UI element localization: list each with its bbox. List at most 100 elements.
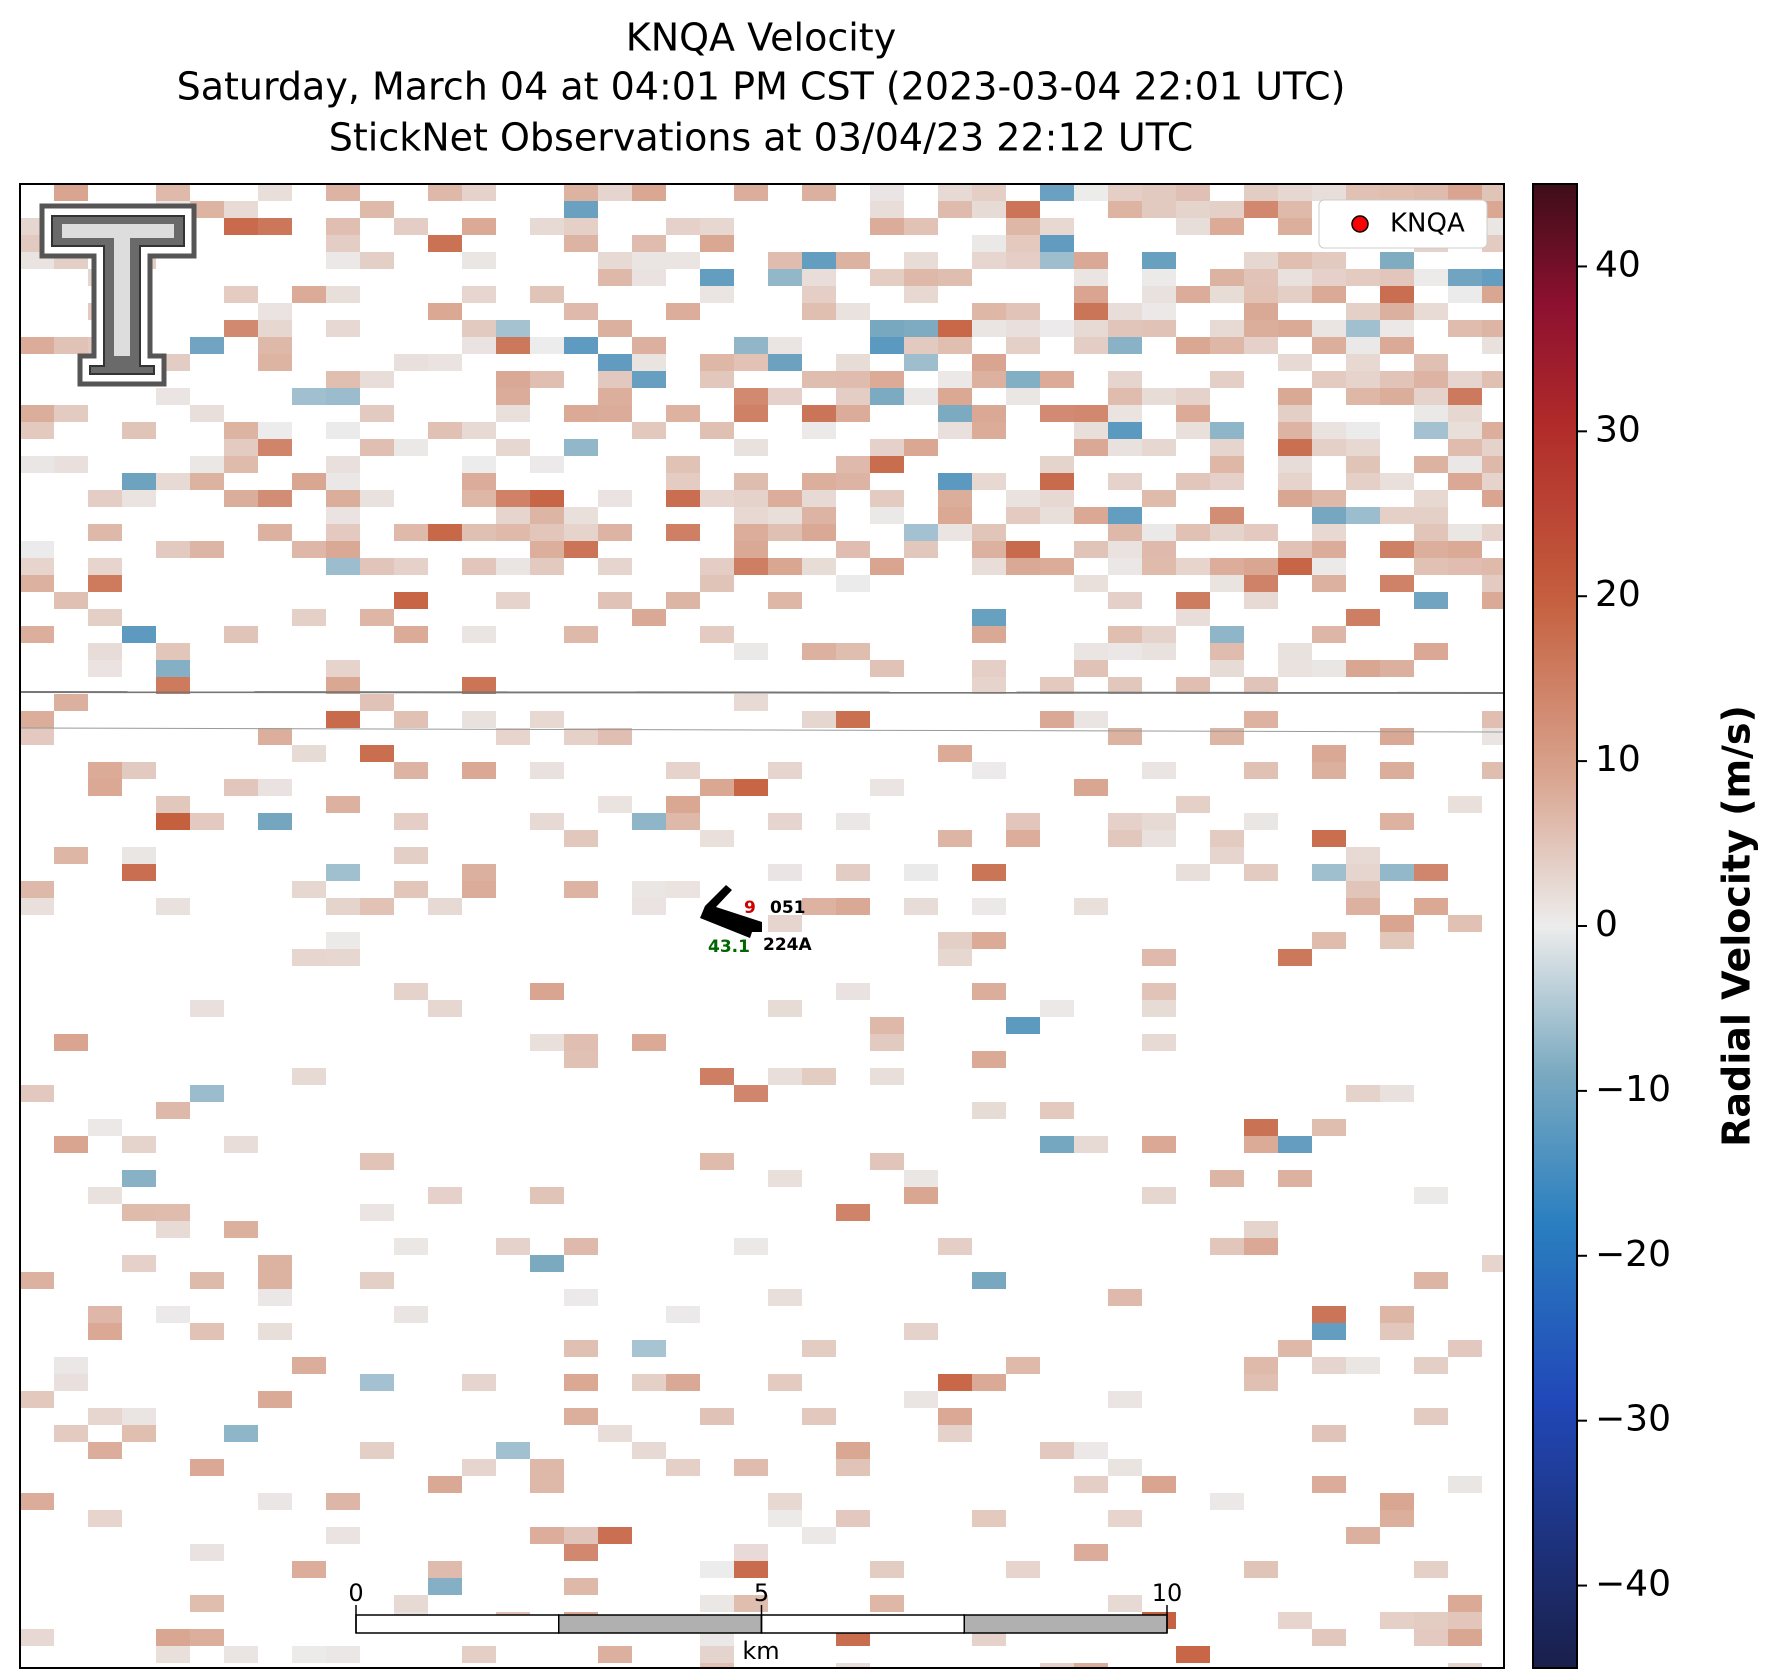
radar-cell — [1448, 473, 1482, 490]
radar-cell — [496, 507, 530, 524]
radar-cell — [836, 575, 870, 592]
radar-cell — [1346, 847, 1380, 864]
radar-cell — [122, 1425, 156, 1442]
radar-cell — [156, 388, 190, 405]
radar-cell — [836, 898, 870, 915]
radar-cell — [1074, 439, 1108, 456]
boundary-line — [19, 691, 1505, 694]
radar-cell — [530, 1476, 564, 1493]
radar-cell — [1142, 949, 1176, 966]
radar-cell — [972, 184, 1006, 201]
radar-cell — [1312, 1119, 1346, 1136]
radar-cell — [190, 1595, 224, 1612]
radar-cell — [1210, 337, 1244, 354]
radar-cell — [1448, 320, 1482, 337]
radar-cell — [734, 507, 768, 524]
radar-cell — [1210, 1170, 1244, 1187]
radar-cell — [326, 558, 360, 575]
radar-cell — [1074, 184, 1108, 201]
radar-cell — [632, 337, 666, 354]
radar-cell — [326, 218, 360, 235]
radar-cell — [1414, 507, 1448, 524]
radar-cell — [1108, 1595, 1142, 1612]
wind-barb — [700, 885, 762, 938]
radar-cell — [122, 1204, 156, 1221]
radar-cell — [462, 422, 496, 439]
scale-tick-label: 0 — [348, 1579, 363, 1607]
radar-cell — [972, 354, 1006, 371]
radar-cell — [394, 439, 428, 456]
radar-cell — [530, 541, 564, 558]
station-pressure: 051 — [770, 898, 806, 918]
radar-cell — [564, 1527, 598, 1544]
radar-cell — [802, 558, 836, 575]
radar-cell — [802, 1068, 836, 1085]
radar-cell — [1414, 1272, 1448, 1289]
radar-cell — [1278, 439, 1312, 456]
radar-cell — [1448, 1612, 1482, 1629]
radar-cell — [1006, 558, 1040, 575]
radar-cell — [666, 218, 700, 235]
radar-cell — [258, 728, 292, 745]
radar-cell — [1312, 762, 1346, 779]
radar-cell — [1108, 184, 1142, 201]
radar-cell — [700, 269, 734, 286]
radar-cell — [972, 864, 1006, 881]
radar-cell — [1346, 422, 1380, 439]
radar-cell — [1380, 1323, 1414, 1340]
radar-cell — [564, 201, 598, 218]
radar-cell — [564, 184, 598, 201]
radar-cell — [700, 626, 734, 643]
radar-cell — [870, 201, 904, 218]
radar-cell — [1380, 864, 1414, 881]
radar-cell — [1074, 660, 1108, 677]
radar-cell — [734, 388, 768, 405]
scale-bar: 0 5 10 — [348, 1579, 1182, 1634]
radar-cell — [462, 1459, 496, 1476]
radar-cell — [326, 473, 360, 490]
radar-cell — [462, 1646, 496, 1663]
radar-cell — [496, 439, 530, 456]
radar-cell — [802, 490, 836, 507]
radar-cell — [190, 813, 224, 830]
radar-cell — [1074, 422, 1108, 439]
radar-cell — [802, 524, 836, 541]
radar-cell — [1482, 439, 1504, 456]
radar-cell — [190, 337, 224, 354]
radar-cell — [1074, 1544, 1108, 1561]
radar-cell — [1482, 337, 1504, 354]
radar-cell — [904, 1391, 938, 1408]
radar-cell — [802, 184, 836, 201]
radar-cell — [54, 592, 88, 609]
radar-cell — [258, 524, 292, 541]
radar-cell — [904, 898, 938, 915]
radar-cell — [1380, 762, 1414, 779]
radar-cell — [1414, 1629, 1448, 1646]
radar-cell — [1346, 184, 1380, 201]
radar-cell — [938, 371, 972, 388]
radar-cell — [292, 1357, 326, 1374]
radar-cell — [1244, 1374, 1278, 1391]
radar-cell — [462, 456, 496, 473]
radar-cell — [1142, 1034, 1176, 1051]
radar-cell — [1380, 371, 1414, 388]
radar-cell — [1108, 813, 1142, 830]
radar-cell — [1040, 711, 1074, 728]
radar-cell — [564, 881, 598, 898]
radar-cell — [1278, 1612, 1312, 1629]
radar-cell — [224, 490, 258, 507]
radar-cell — [1006, 1561, 1040, 1578]
radar-cell — [1142, 269, 1176, 286]
radar-cell — [1346, 303, 1380, 320]
radar-cell — [972, 1102, 1006, 1119]
radar-cell — [258, 303, 292, 320]
radar-cell — [734, 1238, 768, 1255]
radar-cell — [292, 745, 326, 762]
radar-cell — [224, 1646, 258, 1663]
radar-cell — [190, 1085, 224, 1102]
radar-cell — [1006, 830, 1040, 847]
radar-cell — [1244, 864, 1278, 881]
radar-cell — [1040, 405, 1074, 422]
radar-cell — [564, 1544, 598, 1561]
radar-cell — [1448, 269, 1482, 286]
